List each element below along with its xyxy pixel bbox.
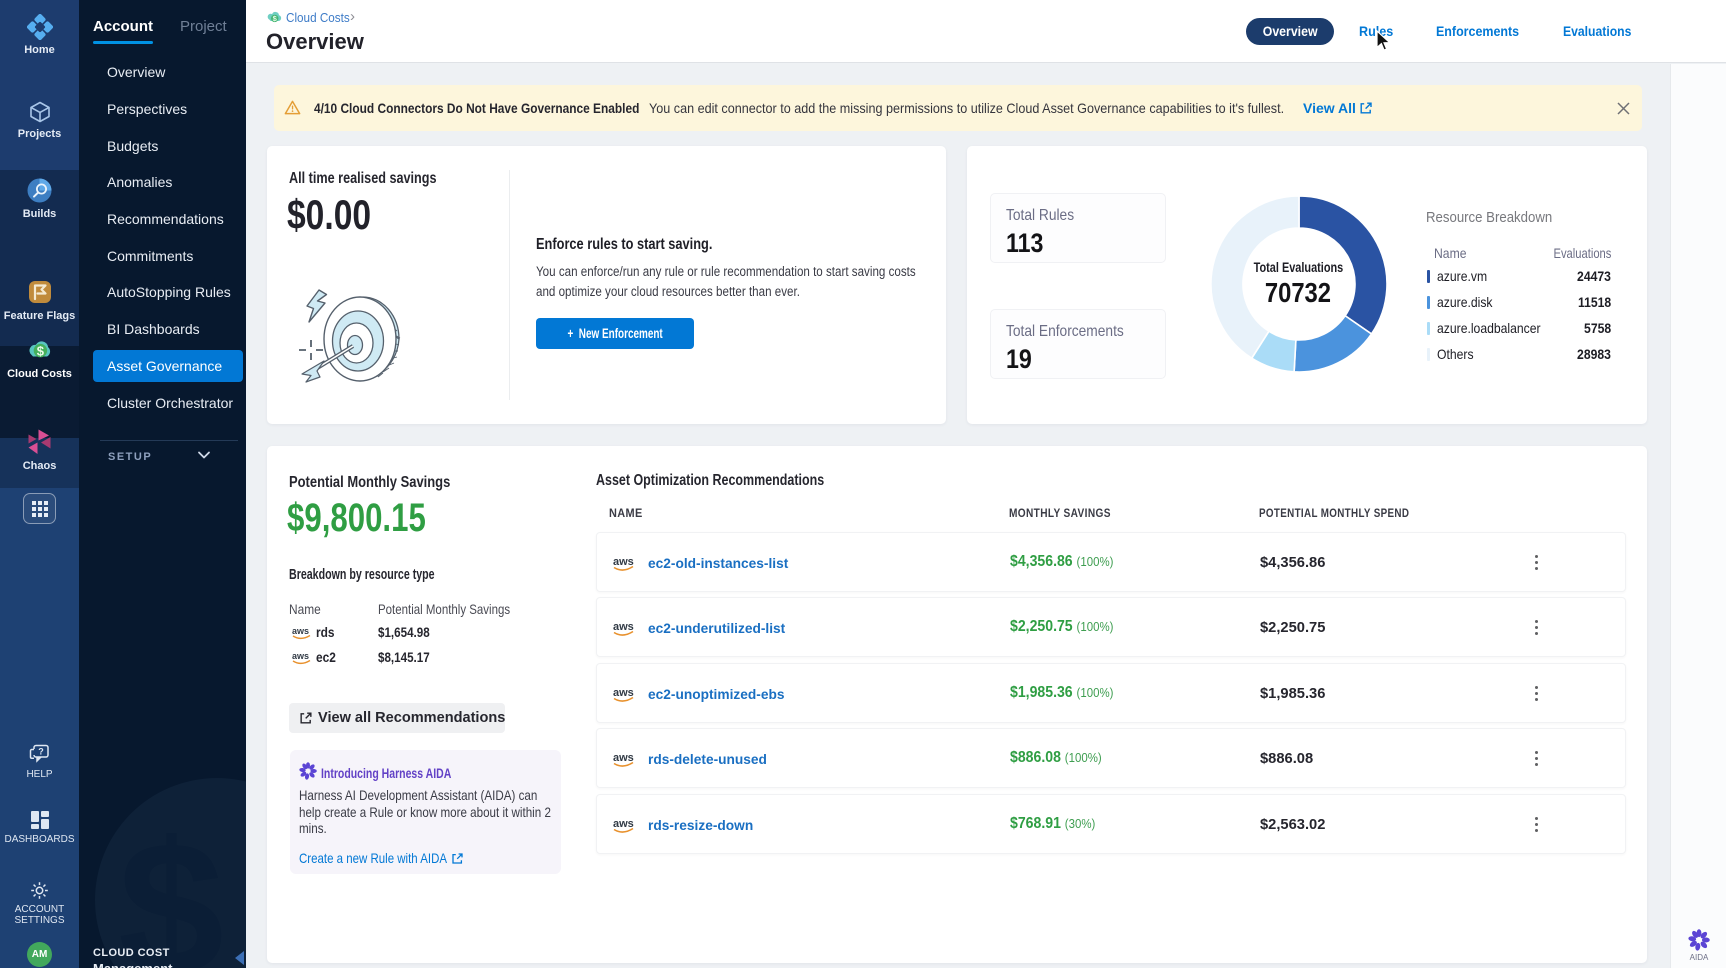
svg-text:aws: aws — [613, 687, 634, 699]
svg-text:$: $ — [36, 343, 44, 358]
svg-text:aws: aws — [613, 818, 634, 830]
svg-text:aws: aws — [613, 621, 634, 633]
svg-text:aws: aws — [613, 752, 634, 764]
svg-text:aws: aws — [292, 651, 309, 661]
svg-text:aws: aws — [292, 626, 309, 636]
svg-text:?: ? — [38, 747, 44, 757]
svg-text:$: $ — [273, 14, 278, 23]
svg-text:aws: aws — [613, 556, 634, 568]
